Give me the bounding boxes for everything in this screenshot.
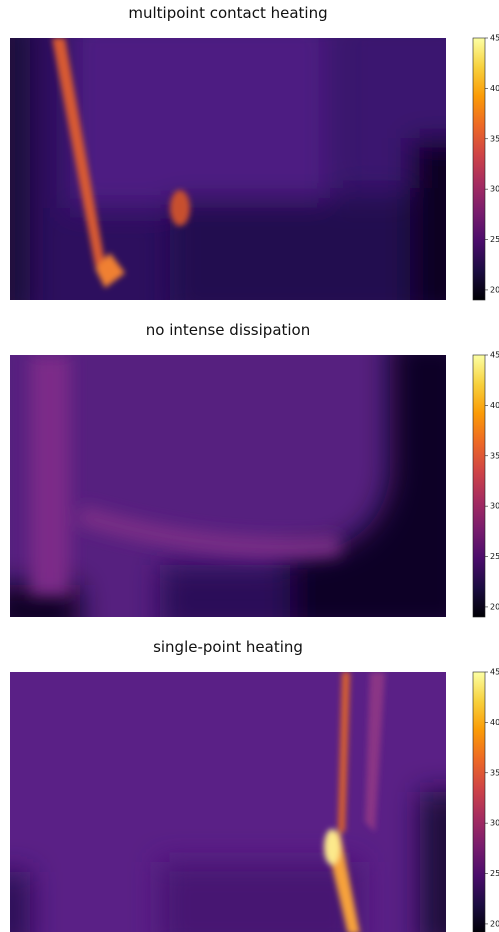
colorbar-tick-label: 45 — [490, 668, 499, 677]
colorbar-tick-label: 40 — [490, 401, 499, 410]
colorbar-tick-label: 20 — [490, 602, 499, 611]
panel-title: no intense dissipation — [146, 321, 311, 339]
colorbar-tick-label: 25 — [490, 235, 499, 244]
colorbar-tick-label: 45 — [490, 34, 499, 43]
panel-title: multipoint contact heating — [128, 4, 327, 22]
colorbar-tick-label: 35 — [490, 451, 499, 460]
colorbar-tick-label: 25 — [490, 552, 499, 561]
figure: multipoint contact heating 202530354045 … — [0, 0, 499, 932]
colorbar — [473, 672, 485, 932]
colorbar-tick-label: 20 — [490, 285, 499, 294]
thermal-image — [0, 335, 470, 635]
colorbar — [473, 38, 485, 300]
thermal-image — [0, 18, 470, 318]
page: {"chart_data": [ {"type": "image", "titl… — [0, 0, 499, 932]
colorbar-tick-label: 30 — [490, 185, 499, 194]
colorbar-tick-label: 35 — [490, 134, 499, 143]
panel: multipoint contact heating 20 25 30 35 40 45 — [0, 4, 499, 318]
colorbar-tick-label: 25 — [490, 869, 499, 878]
colorbar-tick-label: 20 — [490, 919, 499, 928]
colorbar-tick-label: 40 — [490, 718, 499, 727]
panel: no intense dissipation 20 25 30 35 40 45 — [0, 321, 499, 635]
colorbar-tick-label: 45 — [490, 351, 499, 360]
panel-title: single-point heating — [153, 638, 303, 656]
thermal-image — [0, 672, 470, 932]
colorbar-tick-label: 30 — [490, 502, 499, 511]
colorbar-tick-label: 35 — [490, 768, 499, 777]
panel: single-point heating 20 25 30 35 40 45 — [0, 638, 499, 932]
colorbar — [473, 355, 485, 617]
colorbar-tick-label: 40 — [490, 84, 499, 93]
colorbar-tick-label: 30 — [490, 819, 499, 828]
